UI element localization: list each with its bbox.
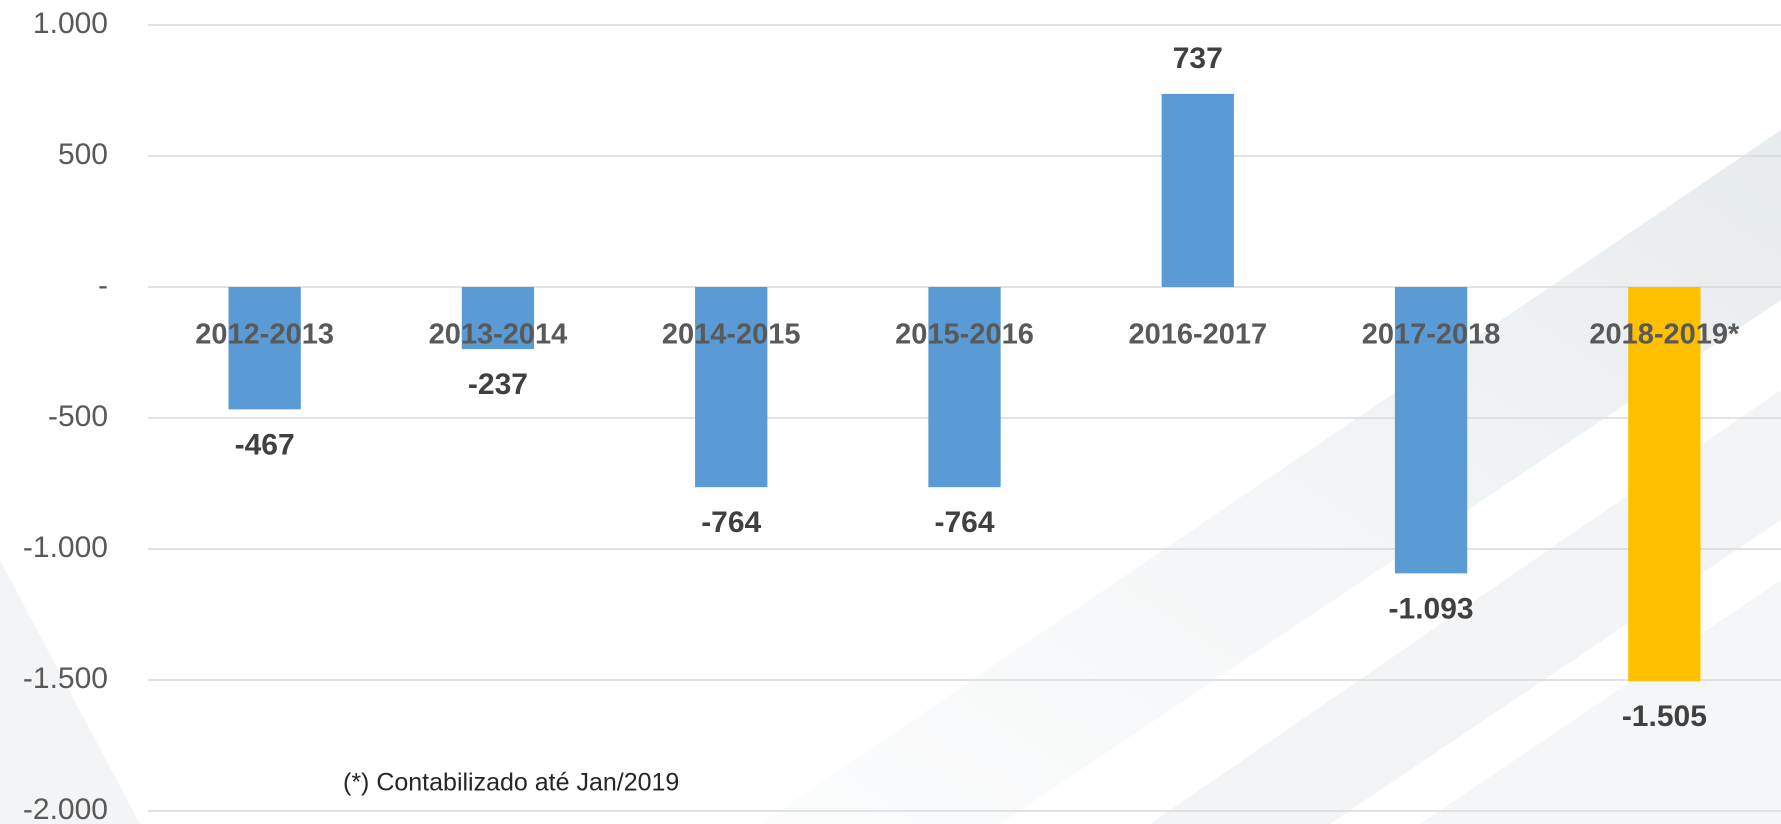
bar [695,287,768,488]
data-label: -1.093 [1389,592,1474,625]
data-label: -1.505 [1622,700,1707,733]
y-tick-label: -500 [48,400,108,433]
y-tick-label: 500 [58,138,108,171]
data-label: -764 [701,506,761,539]
x-tick-label: 2016-2017 [1128,319,1267,351]
x-tick-label: 2012-2013 [195,319,334,351]
x-tick-label: 2015-2016 [895,319,1034,351]
data-label: -764 [934,506,994,539]
x-tick-label: 2017-2018 [1362,319,1501,351]
x-tick-label: 2018-2019* [1589,319,1740,351]
data-label: -237 [468,368,528,401]
bar [228,287,301,410]
data-label: -467 [235,428,295,461]
bar [928,287,1001,488]
bar [461,287,535,350]
data-label: 737 [1173,42,1223,75]
annotation: (*) Contabilizado até Jan/2019 [343,769,679,797]
bar [1628,287,1701,682]
y-tick-label: 1.000 [33,7,108,40]
bar [1161,93,1234,287]
y-tick-label: -1.500 [23,662,108,695]
bar [1394,287,1468,574]
y-tick-label: -2.000 [23,793,108,824]
y-tick-label: -1.000 [23,531,108,564]
y-tick-label: - [98,269,108,302]
x-tick-label: 2013-2014 [429,319,568,351]
x-tick-label: 2014-2015 [662,319,801,351]
background [0,130,1781,824]
